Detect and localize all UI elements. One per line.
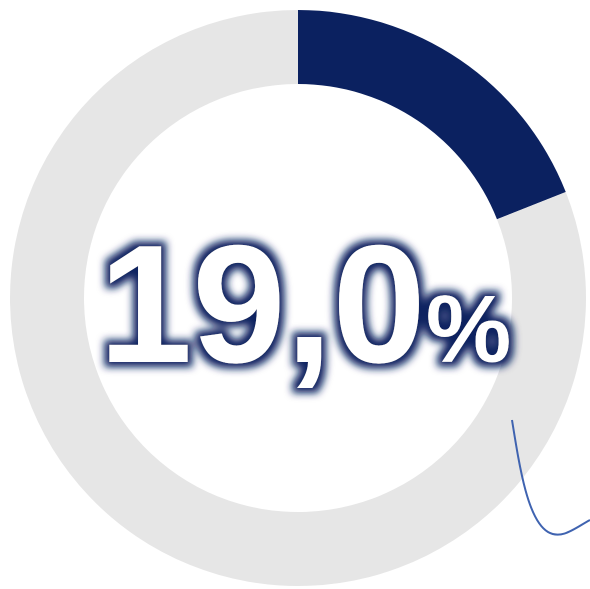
- donut-segment: [298, 10, 566, 220]
- center-label: 19,0%: [99, 210, 511, 398]
- donut: [9, 10, 586, 586]
- decorative-stroke: [511, 419, 590, 536]
